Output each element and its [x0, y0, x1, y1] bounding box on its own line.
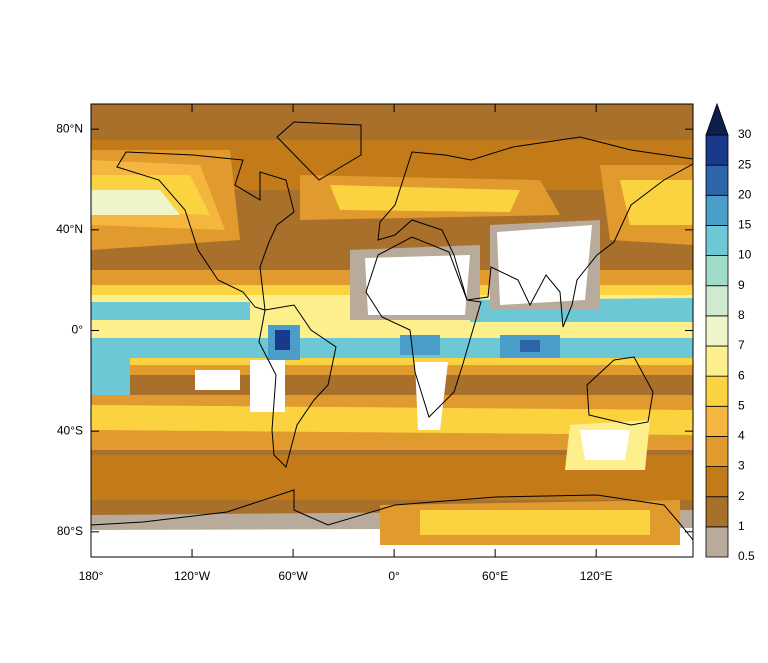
contour-region — [91, 405, 693, 435]
colorbar-label: 10 — [738, 248, 752, 262]
colorbar-box — [705, 285, 729, 317]
colorbar-label: 15 — [738, 218, 752, 232]
colorbar-box — [705, 255, 729, 287]
colorbar-label: 4 — [738, 429, 745, 443]
contour-region — [497, 225, 592, 305]
colorbar-box — [705, 134, 729, 166]
contour-region — [330, 185, 520, 212]
colorbar-label: 20 — [738, 187, 752, 201]
colorbar-box — [705, 436, 729, 467]
contour-region — [91, 190, 180, 215]
colorbar-label: 0.5 — [738, 549, 755, 563]
colorbar-label: 3 — [738, 459, 745, 473]
x-tick-label: 60°W — [278, 569, 308, 583]
colorbar-label: 2 — [738, 489, 745, 503]
colorbar-label: 5 — [738, 398, 745, 412]
colorbar-box — [705, 194, 729, 226]
x-tick-label: 0° — [388, 569, 400, 583]
colorbar-box — [705, 345, 729, 377]
colorbar-label: 7 — [738, 338, 745, 352]
colorbar-label: 25 — [738, 157, 752, 171]
coastline — [91, 489, 693, 541]
contour-region — [580, 430, 630, 460]
colorbar-label: 8 — [738, 308, 745, 322]
x-tick-label: 60°E — [482, 569, 508, 583]
x-tick-label: 180° — [79, 569, 104, 583]
contour-region — [91, 338, 693, 358]
colorbar-extend — [705, 102, 729, 136]
contour-region — [365, 255, 470, 315]
contour-region — [620, 180, 693, 225]
contour-region — [400, 335, 440, 355]
contour-region — [250, 360, 285, 412]
colorbar-box — [705, 225, 729, 256]
coastline — [365, 236, 482, 418]
coastline — [586, 356, 654, 426]
x-tick-label: 120°W — [174, 569, 211, 583]
colorbar-label: 9 — [738, 278, 745, 292]
contour-region — [420, 510, 650, 535]
coastline — [258, 304, 337, 468]
y-tick-label: 0° — [72, 323, 84, 337]
colorbar-box — [705, 466, 729, 498]
colorbar-box — [705, 496, 729, 528]
contour-region — [520, 340, 540, 352]
coastline — [116, 151, 295, 311]
y-tick-label: 80°N — [56, 121, 83, 135]
colorbar-box — [705, 405, 729, 437]
contour-fill — [91, 104, 693, 557]
colorbar-label: 30 — [738, 127, 752, 141]
contour-region — [195, 370, 240, 390]
colorbar-box — [705, 164, 729, 196]
y-tick-label: 80°S — [57, 524, 83, 538]
colorbar-box — [705, 375, 729, 407]
colorbar-box — [705, 526, 729, 558]
coastline — [377, 136, 693, 328]
y-tick-label: 40°S — [57, 423, 83, 437]
coastlines — [91, 121, 693, 541]
x-tick-label: 120°E — [580, 569, 613, 583]
contour-region — [415, 362, 448, 430]
coastline — [276, 121, 362, 181]
colorbar-box — [705, 315, 729, 347]
contour-region — [275, 330, 290, 350]
colorbar-label: 6 — [738, 368, 745, 382]
colorbar-label: 1 — [738, 519, 745, 533]
contour-region — [91, 140, 693, 190]
contour-region — [91, 302, 250, 320]
contour-region — [91, 455, 693, 500]
y-tick-label: 40°N — [56, 222, 83, 236]
